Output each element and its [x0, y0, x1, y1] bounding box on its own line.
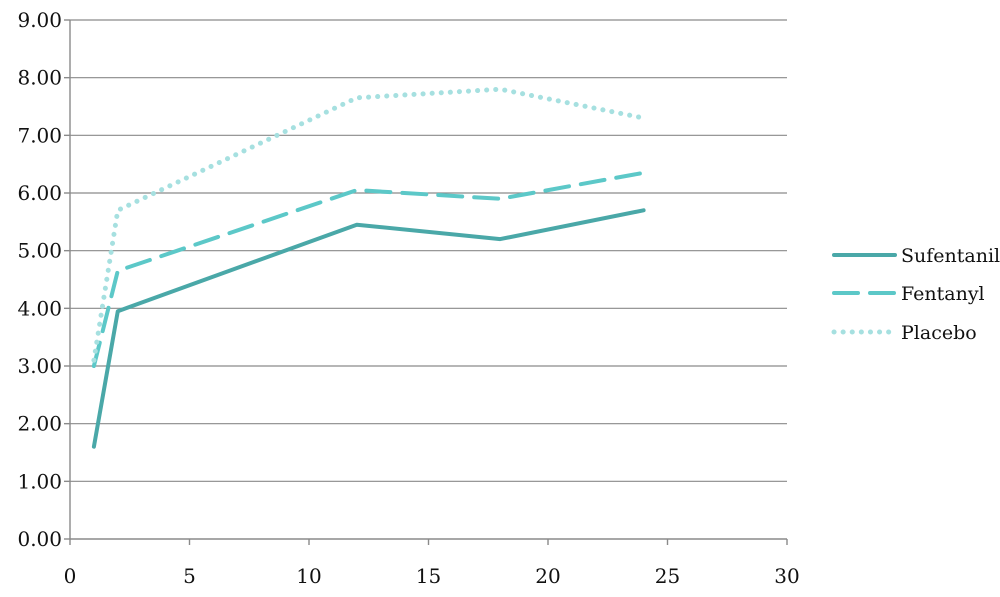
x-axis-tick-labels: 0 5 10 15 20 25 30: [64, 564, 800, 588]
x-tick-label: 5: [183, 564, 196, 588]
series-line-fentanyl: [91, 170, 646, 368]
legend-label-fentanyl: Fentanyl: [901, 283, 985, 305]
x-tick-label: 10: [296, 564, 321, 588]
y-tick-label: 1.00: [17, 469, 62, 493]
x-tick-label: 30: [774, 564, 799, 588]
y-tick-label: 6.00: [17, 181, 62, 205]
y-tick-label: 4.00: [17, 296, 62, 320]
legend-label-sufentanil: Sufentanil: [901, 245, 1000, 267]
x-tick-label: 25: [655, 564, 680, 588]
x-tick-label: 0: [64, 564, 77, 588]
y-tick-label: 8.00: [17, 66, 62, 90]
y-tick-label: 3.00: [17, 354, 62, 378]
y-tick-label: 5.00: [17, 239, 62, 263]
y-axis-tick-labels: 0.00 1.00 2.00 3.00 4.00 5.00 6.00 7.00 8.00 9.00: [17, 8, 62, 551]
grid-lines: [64, 19, 788, 545]
legend: Sufentanil Fentanyl Placebo: [831, 245, 1000, 344]
series-line-sufentanil: [91, 208, 646, 449]
x-tick-label: 15: [416, 564, 441, 588]
y-tick-label: 7.00: [17, 123, 62, 147]
series-lines: [91, 86, 647, 449]
legend-label-placebo: Placebo: [901, 322, 977, 344]
y-tick-label: 9.00: [17, 8, 62, 32]
x-tick-label: 20: [535, 564, 560, 588]
series-line-placebo: [91, 86, 647, 363]
y-tick-label: 2.00: [17, 412, 62, 436]
y-tick-label: 0.00: [17, 527, 62, 551]
